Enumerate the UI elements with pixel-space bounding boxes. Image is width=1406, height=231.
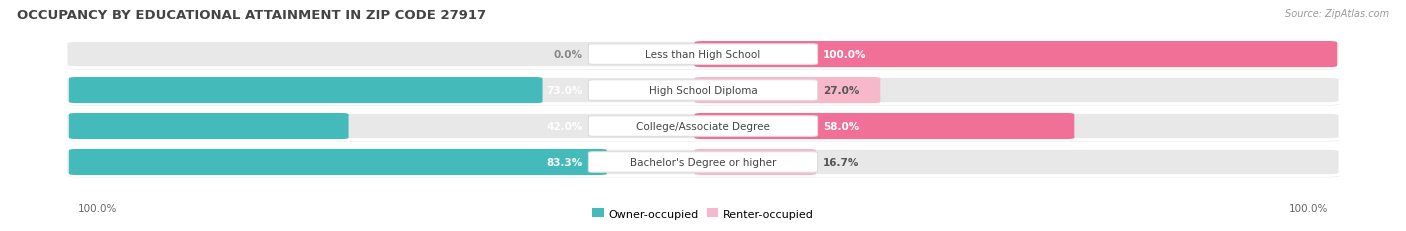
FancyBboxPatch shape [66,113,1340,140]
FancyBboxPatch shape [695,42,1337,68]
FancyBboxPatch shape [66,41,1340,68]
Text: 27.0%: 27.0% [824,86,859,96]
Legend: Owner-occupied, Renter-occupied: Owner-occupied, Renter-occupied [588,204,818,223]
FancyBboxPatch shape [69,149,607,175]
FancyBboxPatch shape [588,152,818,173]
FancyBboxPatch shape [67,79,1340,106]
FancyBboxPatch shape [69,113,349,140]
Text: 100.0%: 100.0% [77,203,117,213]
FancyBboxPatch shape [695,78,880,104]
FancyBboxPatch shape [67,43,1340,70]
FancyBboxPatch shape [588,80,818,101]
FancyBboxPatch shape [66,77,1340,104]
Text: Source: ZipAtlas.com: Source: ZipAtlas.com [1285,9,1389,19]
Text: Bachelor's Degree or higher: Bachelor's Degree or higher [630,157,776,167]
Text: OCCUPANCY BY EDUCATIONAL ATTAINMENT IN ZIP CODE 27917: OCCUPANCY BY EDUCATIONAL ATTAINMENT IN Z… [17,9,486,22]
FancyBboxPatch shape [695,149,815,175]
Text: 73.0%: 73.0% [547,86,582,96]
FancyBboxPatch shape [588,116,818,137]
FancyBboxPatch shape [695,113,1074,140]
Text: 58.0%: 58.0% [824,122,859,131]
Text: 100.0%: 100.0% [1289,203,1329,213]
Text: Less than High School: Less than High School [645,50,761,60]
Text: 83.3%: 83.3% [547,157,582,167]
Text: 0.0%: 0.0% [554,50,582,60]
FancyBboxPatch shape [67,115,1340,142]
FancyBboxPatch shape [67,151,1340,178]
Text: High School Diploma: High School Diploma [648,86,758,96]
Text: 16.7%: 16.7% [824,157,859,167]
Text: 100.0%: 100.0% [824,50,866,60]
FancyBboxPatch shape [588,45,818,65]
Text: 42.0%: 42.0% [547,122,582,131]
Text: College/Associate Degree: College/Associate Degree [636,122,770,131]
FancyBboxPatch shape [69,78,543,104]
FancyBboxPatch shape [66,149,1340,176]
